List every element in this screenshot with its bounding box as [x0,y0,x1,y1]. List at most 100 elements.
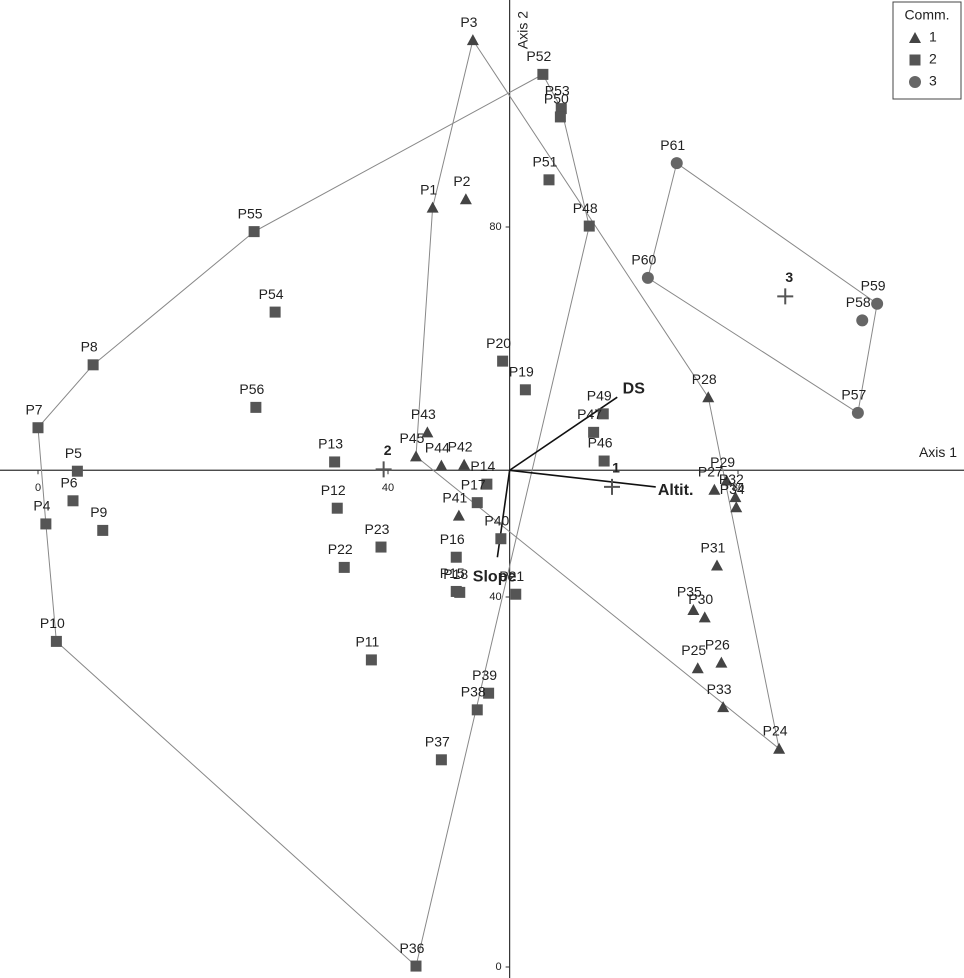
point [421,426,434,438]
point-label: P36 [400,940,425,956]
point [454,586,466,598]
point [598,455,610,467]
point-label: P3 [460,14,477,30]
point-label: P35 [677,584,702,600]
point [67,495,79,507]
point-label: P30 [688,591,713,607]
centroid-label: 2 [384,442,392,458]
point [248,226,260,238]
env-vector [509,469,656,488]
point [450,551,462,563]
point [691,662,704,674]
legend-box [892,1,962,100]
point-label: P57 [841,387,866,403]
point [410,450,422,462]
point-label: P46 [588,435,613,451]
point [269,306,281,318]
centroid-label: 3 [785,269,793,285]
point [708,483,721,495]
point [50,635,62,647]
point [97,524,109,536]
point [702,391,715,403]
x-tick-label: 80 [732,482,744,494]
legend-marker [909,54,921,66]
point-label: P49 [587,388,612,404]
point-label: P50 [544,91,569,107]
point [365,654,377,666]
point-label: P12 [321,482,346,498]
y-tick-label: 80 [489,221,501,233]
point [555,103,567,115]
point-label: P37 [425,734,450,750]
point [481,478,493,490]
point-label: P58 [846,294,871,310]
point-label: P45 [400,430,425,446]
point-label: P23 [365,521,390,537]
point-label: P55 [238,205,263,221]
point [452,509,465,521]
point [32,422,44,434]
point-label: P6 [60,475,77,491]
x-tick-label: 0 [35,482,41,494]
hull [37,73,590,968]
point [510,588,522,600]
vector-label: Slope [473,568,517,585]
point-label: P52 [526,48,551,64]
point-label: P4 [33,498,50,514]
point-label: P24 [763,722,788,738]
point-label: P51 [533,154,558,170]
point [543,174,555,186]
vector-label: DS [623,380,646,397]
point-label: P21 [499,568,524,584]
point [71,465,83,477]
point [856,314,869,327]
point-label: P53 [545,82,570,98]
point-label: P15 [440,565,465,581]
point-label: P27 [698,463,723,479]
point-label: P31 [701,539,726,555]
legend-label: 3 [929,73,937,89]
point [851,406,864,419]
point [466,34,479,46]
point [435,754,447,766]
point-label: P42 [448,438,473,454]
point-label: P8 [81,339,98,355]
point-label: P54 [259,286,284,302]
y-axis-title: Axis 2 [514,11,530,49]
point-label: P17 [461,476,486,492]
point-label: P1 [420,181,437,197]
point [471,497,483,509]
point [338,561,350,573]
point [871,297,884,310]
point [331,502,343,514]
centroid [375,461,392,478]
point-label: P32 [719,471,744,487]
legend-label: 1 [929,29,937,45]
centroid-label: 1 [612,460,620,476]
point [720,474,733,486]
legend-marker [909,76,921,88]
point-label: P41 [442,489,467,505]
point-label: P18 [443,566,468,582]
point [458,458,471,470]
point-label: P25 [681,642,706,658]
point-label: P2 [453,173,470,189]
point [329,456,341,468]
centroid [777,288,794,305]
point-label: P29 [710,454,735,470]
point-label: P43 [411,406,436,422]
point [729,491,742,503]
point [773,742,786,754]
point [375,541,387,553]
hull [415,38,780,750]
point [730,501,743,513]
point-label: P19 [509,364,534,380]
point [715,656,728,668]
x-tick-label: 40 [382,482,394,494]
point [435,459,448,471]
point-label: P22 [328,541,353,557]
point-label: P14 [470,458,495,474]
point [410,960,422,972]
point-label: P16 [440,531,465,547]
